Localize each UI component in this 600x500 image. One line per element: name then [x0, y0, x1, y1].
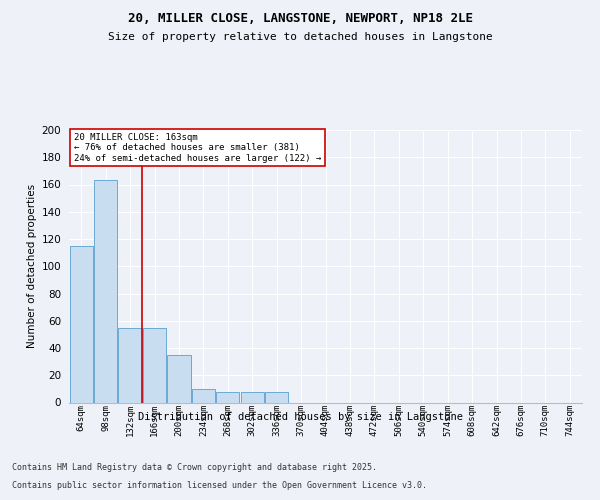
Bar: [265, 392, 288, 402]
Bar: [216, 392, 239, 402]
Text: Contains public sector information licensed under the Open Government Licence v3: Contains public sector information licen…: [12, 481, 427, 490]
Bar: [241, 392, 264, 402]
Text: Contains HM Land Registry data © Crown copyright and database right 2025.: Contains HM Land Registry data © Crown c…: [12, 462, 377, 471]
Text: Distribution of detached houses by size in Langstone: Distribution of detached houses by size …: [137, 412, 463, 422]
Bar: [70, 246, 93, 402]
Bar: [118, 328, 142, 402]
Text: 20 MILLER CLOSE: 163sqm
← 76% of detached houses are smaller (381)
24% of semi-d: 20 MILLER CLOSE: 163sqm ← 76% of detache…: [74, 132, 321, 162]
Bar: [192, 389, 215, 402]
Bar: [167, 355, 191, 403]
Y-axis label: Number of detached properties: Number of detached properties: [28, 184, 37, 348]
Text: 20, MILLER CLOSE, LANGSTONE, NEWPORT, NP18 2LE: 20, MILLER CLOSE, LANGSTONE, NEWPORT, NP…: [128, 12, 473, 26]
Bar: [143, 328, 166, 402]
Text: Size of property relative to detached houses in Langstone: Size of property relative to detached ho…: [107, 32, 493, 42]
Bar: [94, 180, 117, 402]
